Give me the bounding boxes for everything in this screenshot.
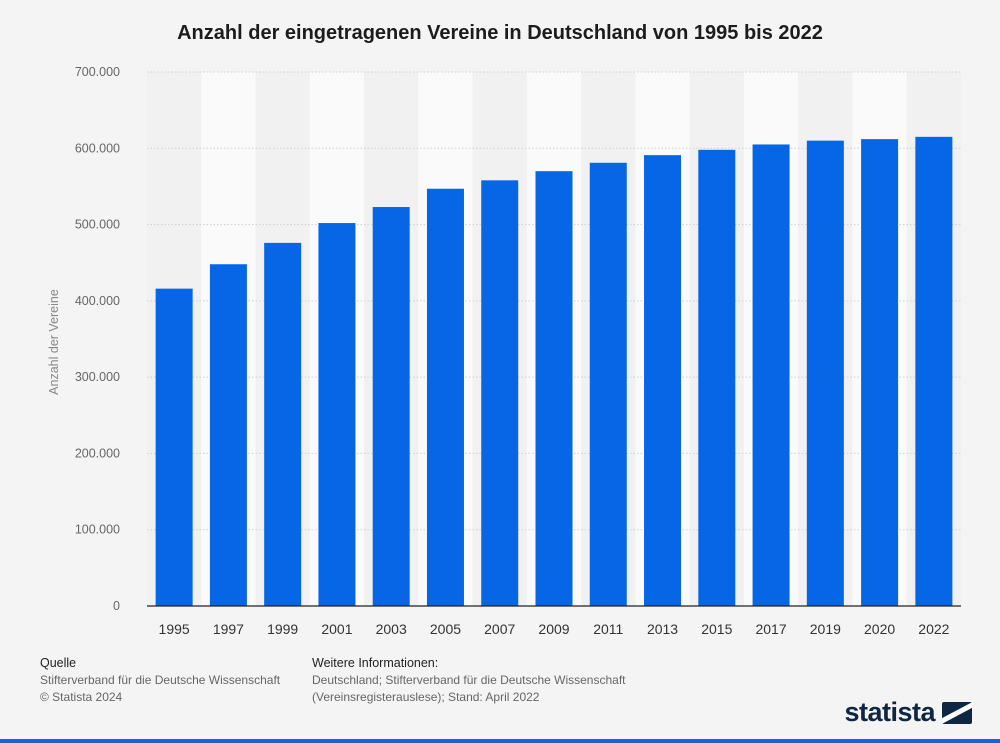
bar-1997 xyxy=(209,264,247,606)
x-tick-label: 2017 xyxy=(755,621,786,637)
bar-2013 xyxy=(644,155,682,606)
source-block: Quelle Stifterverband für die Deutsche W… xyxy=(40,655,280,706)
copyright-line: © Statista 2024 xyxy=(40,690,123,704)
x-tick-label: 2020 xyxy=(864,621,895,637)
bar-2022 xyxy=(915,136,953,607)
x-tick-label: 2011 xyxy=(593,621,623,637)
info-line-2: (Vereinsregisterauslese); Stand: April 2… xyxy=(312,690,540,704)
y-tick-label: 500.000 xyxy=(75,218,120,232)
x-tick-label: 2005 xyxy=(430,621,461,637)
y-tick-label: 700.000 xyxy=(75,65,120,79)
source-heading: Quelle xyxy=(40,656,77,670)
bar-2005 xyxy=(426,188,464,606)
x-tick-label: 2007 xyxy=(484,621,515,637)
y-tick-label: 600.000 xyxy=(75,141,120,155)
y-tick-label: 0 xyxy=(113,599,120,613)
x-tick-label: 2003 xyxy=(376,621,407,637)
y-tick-label: 400.000 xyxy=(75,294,120,308)
x-tick-label: 2022 xyxy=(918,621,949,637)
x-tick-label: 1995 xyxy=(159,621,190,637)
y-tick-label: 100.000 xyxy=(75,523,120,537)
bar-2015 xyxy=(698,149,736,606)
bar-2020 xyxy=(861,139,899,607)
statista-logo[interactable]: statista xyxy=(844,697,972,728)
x-tick-label: 1997 xyxy=(213,621,244,637)
x-tick-label: 2019 xyxy=(810,621,841,637)
statista-logo-icon xyxy=(942,701,972,724)
x-tick-label: 2013 xyxy=(647,621,678,637)
y-axis-label: Anzahl der Vereine xyxy=(47,289,61,395)
bar-2001 xyxy=(318,223,356,606)
bar-2009 xyxy=(535,171,573,606)
chart-title: Anzahl der eingetragenen Vereine in Deut… xyxy=(177,22,823,44)
info-heading: Weitere Informationen: xyxy=(312,656,439,670)
x-tick-label: 2015 xyxy=(701,621,732,637)
x-tick-label: 2001 xyxy=(321,621,352,637)
bottom-accent-bar xyxy=(0,739,1000,743)
source-line: Stifterverband für die Deutsche Wissensc… xyxy=(40,673,281,687)
y-tick-label: 300.000 xyxy=(75,370,120,384)
bar-chart: 0 100.000 200.000 300.000 400.000 500.000 600.… xyxy=(47,65,961,637)
y-tick-label: 200.000 xyxy=(75,446,120,460)
x-tick-label: 1999 xyxy=(267,621,298,637)
logo-text: statista xyxy=(844,697,935,727)
bar-2007 xyxy=(481,180,519,606)
bar-2003 xyxy=(372,207,410,607)
info-block: Weitere Informationen: Deutschland; Stif… xyxy=(312,655,626,706)
bar-1999 xyxy=(264,242,302,606)
bar-1995 xyxy=(155,288,193,606)
bar-2011 xyxy=(589,162,627,606)
bar-2019 xyxy=(806,140,844,606)
bar-2017 xyxy=(752,144,790,606)
x-tick-label: 2009 xyxy=(538,621,569,637)
info-line: Deutschland; Stifterverband für die Deut… xyxy=(312,673,626,687)
